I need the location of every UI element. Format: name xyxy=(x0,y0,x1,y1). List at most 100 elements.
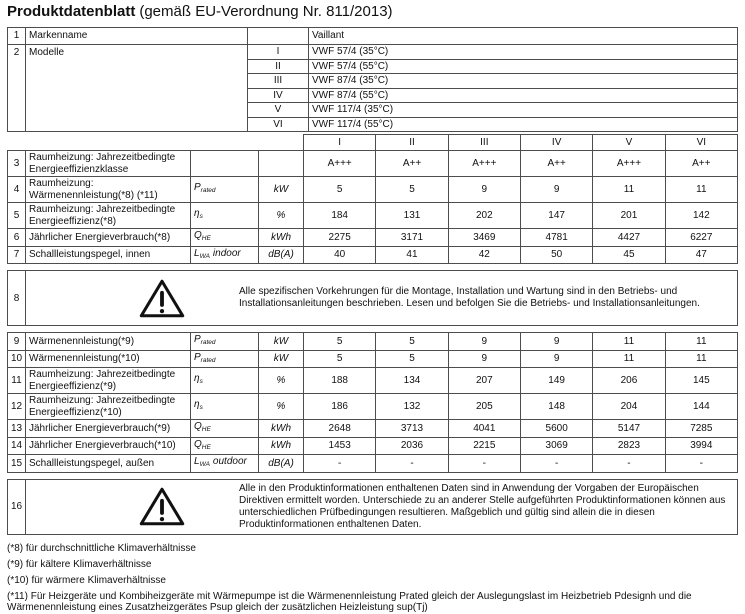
brand-value: Vaillant xyxy=(308,27,738,45)
value-cell: 4427 xyxy=(592,228,666,247)
symbol-cell: QHE xyxy=(190,228,259,247)
symbol-cell: ηs xyxy=(190,393,259,420)
symbol-sub: rated xyxy=(200,187,216,195)
unit-cell: kW xyxy=(258,349,304,368)
row-label: Schallleistungspegel, innen xyxy=(25,245,191,264)
value-cell: 186 xyxy=(302,393,377,420)
footnote: (*9) für kältere Klimaverhältnisse xyxy=(7,558,152,570)
value-cell: 3469 xyxy=(447,228,521,247)
brand-model-table: 1 Markenname Vaillant 2 Modelle I VWF 57… xyxy=(7,27,738,132)
symbol-main: L xyxy=(194,247,200,259)
symbol-main: Q xyxy=(194,421,202,432)
value-cell: 7285 xyxy=(664,419,739,438)
value-cell: 11 xyxy=(592,349,666,368)
value-cell: 202 xyxy=(447,202,521,229)
value-cell: 11 xyxy=(664,332,739,351)
row-label: Raumheizung: Jahrezeitbedingte Energieef… xyxy=(25,367,191,394)
model-name: VWF 87/4 (35°C) xyxy=(308,73,738,89)
table-row: 4 Raumheizung: Wärmenennleistung(*8) (*1… xyxy=(7,176,739,203)
symbol-main: P xyxy=(194,334,201,345)
footnote: (*8) für durchschnittliche Klimaverhältn… xyxy=(7,542,196,554)
column-header-row: I II III IV V VI xyxy=(8,134,739,151)
row-number: 3 xyxy=(7,150,26,177)
value-cell: - xyxy=(447,454,521,473)
column-header: I xyxy=(302,134,377,151)
value-cell: - xyxy=(664,454,739,473)
table-row: 14 Jährlicher Energieverbrauch(*10) QHE … xyxy=(7,436,739,455)
model-key: II xyxy=(247,58,309,74)
table-row: 11 Raumheizung: Jahrezeitbedingte Energi… xyxy=(7,367,739,394)
value-cell: 45 xyxy=(592,245,666,264)
symbol-sub: HE xyxy=(201,426,211,433)
symbol-sub: WA xyxy=(199,252,210,260)
value-cell: 188 xyxy=(302,367,377,394)
value-cell: A+++ xyxy=(302,150,377,177)
warning-icon xyxy=(139,279,185,317)
notice-content: Alle spezifischen Vorkehrungen für die M… xyxy=(26,271,737,325)
column-header: II xyxy=(375,134,449,151)
row-label: Jährlicher Energieverbrauch(*8) xyxy=(25,228,191,247)
model-name: VWF 117/4 (35°C) xyxy=(308,102,738,118)
value-cell: 50 xyxy=(519,245,594,264)
footnotes: (*8) für durchschnittliche Klimaverhältn… xyxy=(7,543,738,614)
symbol-sub: s xyxy=(199,213,203,221)
value-cell: 42 xyxy=(447,245,521,264)
table-row-markenname: 1 Markenname Vaillant xyxy=(7,27,738,45)
unit-cell: kWh xyxy=(258,228,304,247)
value-cell: 147 xyxy=(519,202,594,229)
table-row: 12 Raumheizung: Jahrezeitbedingte Energi… xyxy=(7,393,739,420)
row-number: 2 xyxy=(7,44,26,132)
row-label: Schallleistungspegel, außen xyxy=(25,454,191,473)
unit-cell: % xyxy=(258,367,304,394)
row-label: Raumheizung: Wärmenennleistung(*8) (*11) xyxy=(25,176,191,203)
symbol-suffix: outdoor xyxy=(212,456,247,467)
value-cell: - xyxy=(302,454,377,473)
table-row-modelle: 2 Modelle I VWF 57/4 (35°C) xyxy=(7,44,738,132)
value-cell: 5 xyxy=(302,349,377,368)
value-cell: 9 xyxy=(519,176,594,203)
value-cell: A+++ xyxy=(447,150,521,177)
symbol-cell: QHE xyxy=(190,436,259,455)
unit-cell: kWh xyxy=(258,436,304,455)
row-number: 6 xyxy=(7,228,26,247)
model-key: VI xyxy=(247,116,309,132)
symbol-sub: rated xyxy=(200,356,216,364)
value-cell: 148 xyxy=(519,393,594,420)
model-key: IV xyxy=(247,87,309,103)
symbol-main: η xyxy=(194,373,200,385)
row-number: 4 xyxy=(7,176,26,203)
value-cell: 9 xyxy=(447,332,521,351)
symbol-main: L xyxy=(194,456,200,467)
column-header: III xyxy=(447,134,521,151)
value-cell: 9 xyxy=(447,349,521,368)
page-title-sub: (gemäß EU-Verordnung Nr. 811/2013) xyxy=(139,3,393,20)
value-cell: 5 xyxy=(375,332,449,351)
row-number: 8 xyxy=(8,271,26,325)
value-cell: 6227 xyxy=(664,228,739,247)
row-number: 12 xyxy=(7,393,26,420)
unit-cell: kW xyxy=(258,332,304,351)
symbol-cell: QHE xyxy=(190,419,259,438)
value-cell: 5 xyxy=(375,176,449,203)
value-cell: 9 xyxy=(519,332,594,351)
row-label: Raumheizung: Jahrezeitbedingte Energieef… xyxy=(25,150,191,177)
symbol-sub: WA xyxy=(199,461,210,468)
value-cell: 3994 xyxy=(664,436,739,455)
table-row: 10 Wärmenennleistung(*10) Prated kW 5 5 … xyxy=(7,349,739,368)
value-cell: - xyxy=(519,454,594,473)
symbol-cell: Prated xyxy=(190,176,259,203)
value-cell: 2648 xyxy=(302,419,377,438)
value-cell: 5600 xyxy=(519,419,594,438)
model-name: VWF 57/4 (35°C) xyxy=(308,44,738,60)
row-number: 1 xyxy=(7,27,26,45)
value-cell: 3171 xyxy=(375,228,449,247)
value-cell: 149 xyxy=(519,367,594,394)
model-name: VWF 57/4 (55°C) xyxy=(308,58,738,74)
symbol-sub: rated xyxy=(200,339,216,346)
row-label: Modelle xyxy=(25,44,248,132)
value-cell: 134 xyxy=(375,367,449,394)
datasheet-table-average-climate: I II III IV V VI 3 Raumheizung: Jahrezei… xyxy=(7,134,739,264)
value-cell: 4041 xyxy=(447,419,521,438)
row-number: 5 xyxy=(7,202,26,229)
value-cell: 1453 xyxy=(302,436,377,455)
